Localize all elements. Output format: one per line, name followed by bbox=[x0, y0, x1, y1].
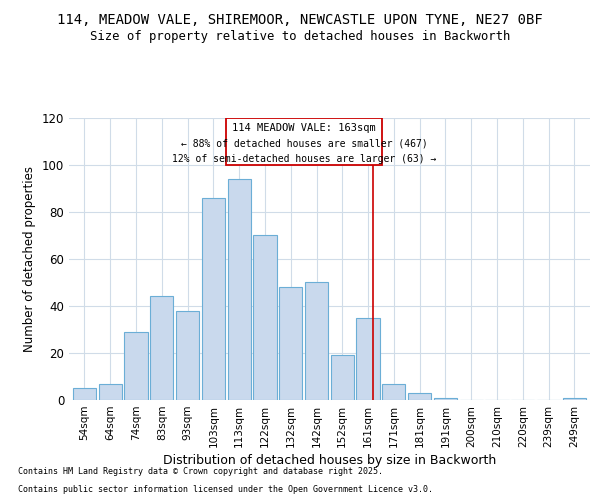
Text: 114 MEADOW VALE: 163sqm: 114 MEADOW VALE: 163sqm bbox=[232, 124, 376, 134]
Y-axis label: Number of detached properties: Number of detached properties bbox=[23, 166, 36, 352]
FancyBboxPatch shape bbox=[226, 118, 382, 164]
Text: 12% of semi-detached houses are larger (63) →: 12% of semi-detached houses are larger (… bbox=[172, 154, 436, 164]
Bar bbox=[305, 282, 328, 400]
Bar bbox=[202, 198, 225, 400]
Bar bbox=[331, 356, 354, 400]
Text: 114, MEADOW VALE, SHIREMOOR, NEWCASTLE UPON TYNE, NE27 0BF: 114, MEADOW VALE, SHIREMOOR, NEWCASTLE U… bbox=[57, 12, 543, 26]
Bar bbox=[176, 310, 199, 400]
X-axis label: Distribution of detached houses by size in Backworth: Distribution of detached houses by size … bbox=[163, 454, 496, 467]
Bar bbox=[227, 178, 251, 400]
Text: Contains HM Land Registry data © Crown copyright and database right 2025.: Contains HM Land Registry data © Crown c… bbox=[18, 467, 383, 476]
Text: Size of property relative to detached houses in Backworth: Size of property relative to detached ho… bbox=[90, 30, 510, 43]
Bar bbox=[73, 388, 96, 400]
Bar bbox=[356, 318, 380, 400]
Bar bbox=[408, 393, 431, 400]
Text: ← 88% of detached houses are smaller (467): ← 88% of detached houses are smaller (46… bbox=[181, 138, 428, 148]
Bar bbox=[563, 398, 586, 400]
Bar bbox=[434, 398, 457, 400]
Bar bbox=[253, 235, 277, 400]
Bar bbox=[124, 332, 148, 400]
Bar bbox=[150, 296, 173, 400]
Bar bbox=[279, 287, 302, 400]
Text: Contains public sector information licensed under the Open Government Licence v3: Contains public sector information licen… bbox=[18, 485, 433, 494]
Bar bbox=[98, 384, 122, 400]
Bar bbox=[382, 384, 406, 400]
